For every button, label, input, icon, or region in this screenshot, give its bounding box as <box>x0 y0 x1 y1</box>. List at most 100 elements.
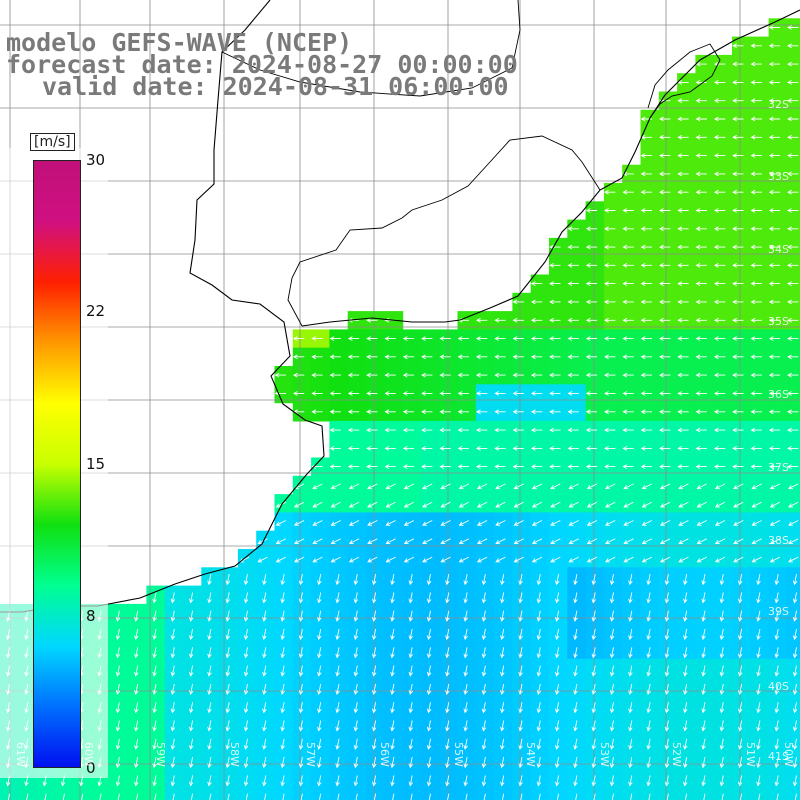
wind-arrow <box>640 446 652 451</box>
wind-arrow <box>439 427 451 433</box>
wind-arrow <box>445 610 450 622</box>
field-cell <box>530 786 550 800</box>
wind-arrow <box>262 793 267 800</box>
wind-arrow <box>348 556 360 563</box>
wind-arrow <box>463 610 468 622</box>
wind-arrow <box>513 520 524 526</box>
wind-arrow <box>518 738 523 750</box>
wind-arrow <box>609 702 615 714</box>
wind-arrow <box>719 757 725 769</box>
wind-arrow <box>586 501 598 508</box>
wind-arrow <box>640 263 652 268</box>
wind-arrow <box>622 446 634 451</box>
wind-arrow <box>683 702 688 714</box>
wind-arrow <box>732 281 744 286</box>
wind-arrow <box>530 464 543 469</box>
wind-arrow <box>768 336 781 341</box>
wind-arrow <box>500 757 505 769</box>
wind-arrow <box>353 757 359 769</box>
wind-arrow <box>768 446 781 451</box>
wind-arrow <box>733 520 744 526</box>
wind-arrow <box>329 464 341 469</box>
wind-arrow <box>732 244 744 250</box>
wind-arrow <box>591 574 597 586</box>
wind-arrow <box>115 610 121 622</box>
field-cell <box>475 786 495 800</box>
wind-arrow <box>646 647 651 659</box>
wind-arrow <box>475 317 488 323</box>
wind-arrow <box>701 574 706 586</box>
field-cell <box>658 786 678 800</box>
wind-arrow <box>604 409 616 415</box>
wind-arrow <box>495 501 506 508</box>
wind-arrow <box>683 647 688 659</box>
wind-arrow <box>622 171 634 177</box>
wind-arrow <box>481 720 487 732</box>
wind-arrow <box>713 171 726 177</box>
wind-arrow <box>659 483 671 490</box>
wind-arrow <box>696 556 707 563</box>
wind-arrow <box>549 281 561 286</box>
wind-arrow <box>367 556 378 563</box>
wind-arrow <box>494 427 506 433</box>
wind-arrow <box>701 647 706 659</box>
wind-arrow <box>134 720 139 732</box>
wind-arrow <box>659 116 671 122</box>
wind-arrow <box>640 427 652 433</box>
wind-arrow <box>298 738 304 750</box>
wind-arrow <box>713 409 726 415</box>
country-border <box>287 135 601 327</box>
wind-arrow <box>512 464 524 469</box>
wind-arrow <box>225 775 231 787</box>
wind-arrow <box>719 702 725 714</box>
wind-arrow <box>769 556 781 563</box>
wind-arrow <box>750 134 762 140</box>
wind-arrow <box>439 464 451 469</box>
wind-arrow <box>408 683 414 696</box>
wind-arrow <box>445 757 450 769</box>
wind-arrow <box>696 501 707 508</box>
wind-arrow <box>732 391 744 396</box>
wind-arrow <box>641 483 653 490</box>
wind-arrow <box>347 427 360 433</box>
wind-arrow <box>225 592 231 604</box>
wind-arrow <box>640 171 652 177</box>
wind-arrow <box>426 720 432 732</box>
wind-arrow <box>134 702 139 714</box>
wind-arrow <box>518 757 523 769</box>
wind-arrow <box>530 427 543 433</box>
wind-arrow <box>275 538 287 545</box>
wind-arrow <box>646 610 651 622</box>
wind-arrow <box>188 683 194 696</box>
wind-arrow <box>768 25 781 30</box>
wind-arrow <box>385 538 396 545</box>
wind-arrow <box>457 464 469 469</box>
wind-arrow <box>500 720 505 732</box>
wind-arrow <box>536 665 542 677</box>
wind-arrow <box>335 574 340 586</box>
wind-arrow <box>713 317 726 323</box>
wind-arrow <box>298 610 304 622</box>
wind-arrow <box>366 336 378 341</box>
wind-arrow <box>512 446 524 451</box>
wind-arrow <box>659 208 671 213</box>
wind-arrow <box>768 317 781 323</box>
wind-arrow <box>768 153 781 158</box>
wind-arrow <box>756 628 761 641</box>
wind-arrow <box>774 738 780 750</box>
wind-arrow <box>787 263 799 268</box>
wind-arrow <box>641 501 653 508</box>
wind-arrow <box>152 757 157 769</box>
wind-arrow <box>732 336 744 341</box>
wind-arrow <box>695 153 707 158</box>
wind-arrow <box>768 208 781 213</box>
wind-arrow <box>659 153 671 158</box>
wind-arrow <box>494 317 506 323</box>
wind-arrow <box>713 464 726 469</box>
wind-arrow <box>622 263 634 268</box>
wind-arrow <box>403 501 415 508</box>
wind-arrow <box>481 592 487 604</box>
wind-arrow <box>750 391 762 396</box>
wind-arrow <box>476 501 488 508</box>
wind-arrow <box>298 574 304 586</box>
